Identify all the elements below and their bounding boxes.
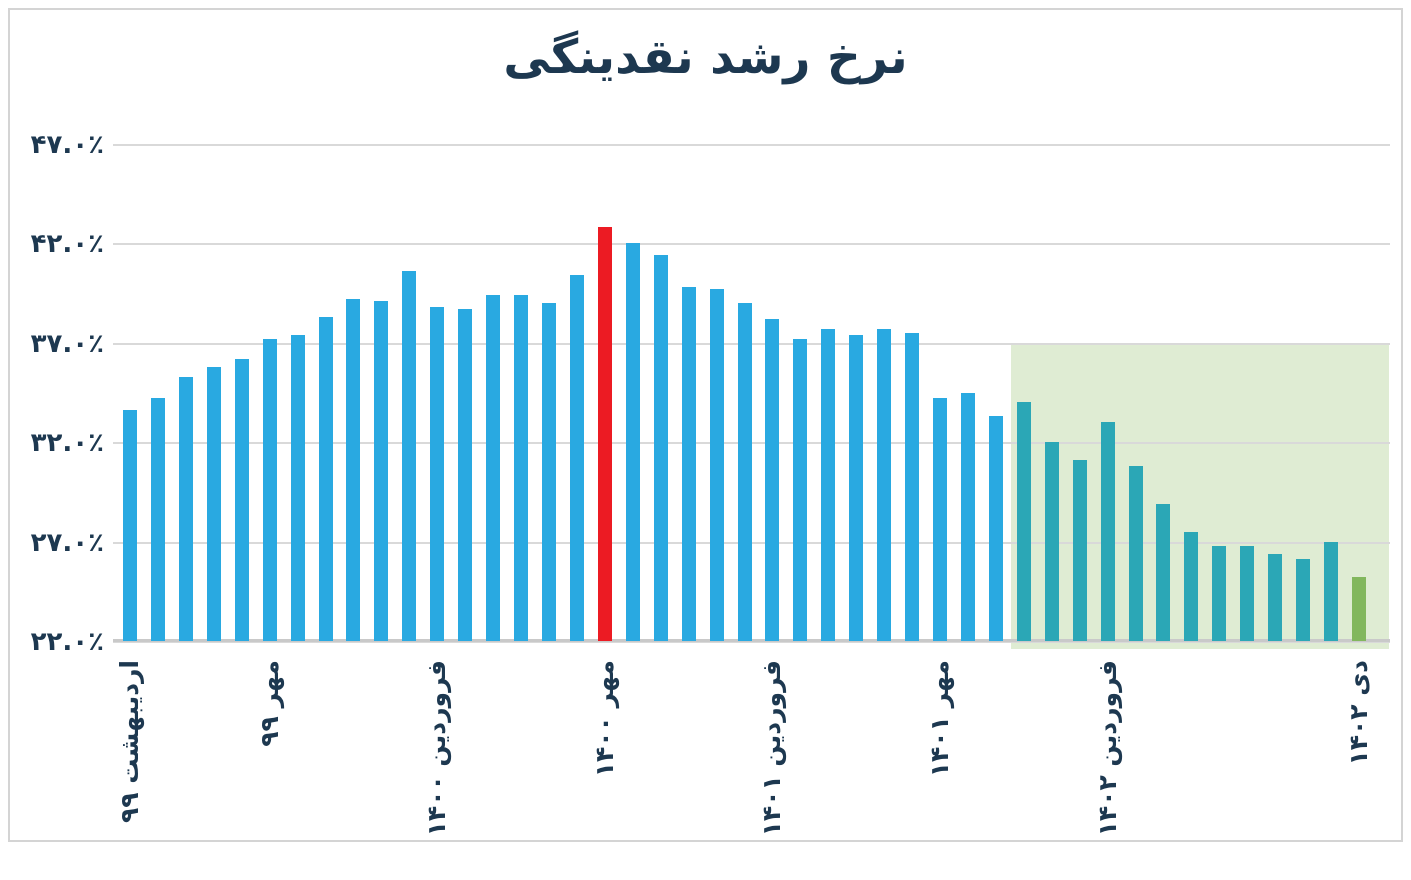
bar [178, 376, 193, 641]
bar [123, 410, 137, 641]
bar-teal [1016, 402, 1031, 641]
bar [318, 316, 333, 641]
bar [653, 255, 668, 641]
bar [960, 392, 975, 641]
bar-teal [1128, 466, 1143, 641]
x-axis-tick-label: مهر ۱۴۰۰ [589, 660, 619, 778]
bar-teal [1212, 545, 1227, 641]
gridline [113, 641, 1390, 643]
x-axis-tick-label: مهر ۹۹ [254, 660, 284, 747]
bar [569, 275, 584, 641]
x-axis-line [113, 639, 1390, 642]
bar [234, 358, 249, 641]
bar [793, 338, 808, 641]
y-axis-tick-label: ۳۲.۰٪ [30, 428, 104, 459]
bar [877, 328, 892, 641]
bar [821, 328, 836, 641]
bar [737, 303, 752, 641]
bar-teal [1156, 503, 1171, 641]
bar-teal [1240, 545, 1255, 641]
gridline [113, 144, 1390, 146]
bar-teal [1044, 442, 1059, 641]
bar [765, 318, 780, 641]
gridline [113, 442, 1390, 445]
bar [988, 416, 1003, 641]
y-axis-tick-label: ۲۷.۰٪ [30, 527, 104, 558]
y-axis-tick-label: ۴۲.۰٪ [30, 229, 104, 260]
bar [849, 334, 864, 641]
bar-olive [1352, 577, 1366, 641]
bar-teal [1296, 559, 1311, 641]
bar [262, 338, 277, 641]
gridline [113, 541, 1390, 544]
x-axis-tick-label: اردیبهشت ۹۹ [115, 660, 144, 824]
bar [290, 334, 305, 641]
x-axis-tick-label: فروردین ۱۴۰۰ [422, 660, 452, 837]
gridline [113, 243, 1390, 246]
bar [905, 332, 920, 641]
bar-teal [1268, 553, 1283, 641]
bar [514, 295, 529, 641]
bar [709, 289, 724, 641]
y-axis-tick-label: ۲۲.۰٪ [30, 627, 104, 657]
bar [374, 301, 389, 641]
bar [402, 271, 417, 641]
bar [346, 299, 361, 641]
bar [681, 287, 696, 641]
bar [541, 303, 556, 641]
bar-teal [1072, 460, 1087, 641]
bar [430, 307, 445, 641]
bar [486, 295, 501, 641]
gridline [113, 342, 1390, 345]
bar-highlight-red [597, 227, 612, 641]
bar-teal [1324, 541, 1339, 641]
bar [206, 366, 221, 641]
bar [458, 309, 473, 641]
bar-teal [1100, 422, 1115, 641]
bar [933, 398, 948, 641]
bar-teal [1184, 531, 1199, 641]
y-axis-tick-label: ۳۷.۰٪ [30, 328, 104, 359]
x-axis-tick-label: فروردین ۱۴۰۲ [1092, 660, 1122, 837]
bar-chart-plot-area: ۴۷.۰٪ ۴۲.۰٪ ۳۷.۰٪ ۳۲.۰٪ ۲۷.۰٪ ۲۲.۰٪ اردیبهشت ۹… [30, 130, 1390, 836]
x-axis-tick-label: مهر ۱۴۰۱ [925, 660, 955, 778]
bar [150, 398, 165, 641]
chart-title: نرخ رشد نقدینگی [503, 30, 908, 85]
bar [625, 243, 640, 641]
y-axis-tick-label: ۴۷.۰٪ [30, 130, 104, 160]
x-axis-tick-label: فروردین ۱۴۰۱ [757, 660, 787, 837]
x-axis-tick-label: دی ۱۴۰۲ [1344, 660, 1373, 766]
